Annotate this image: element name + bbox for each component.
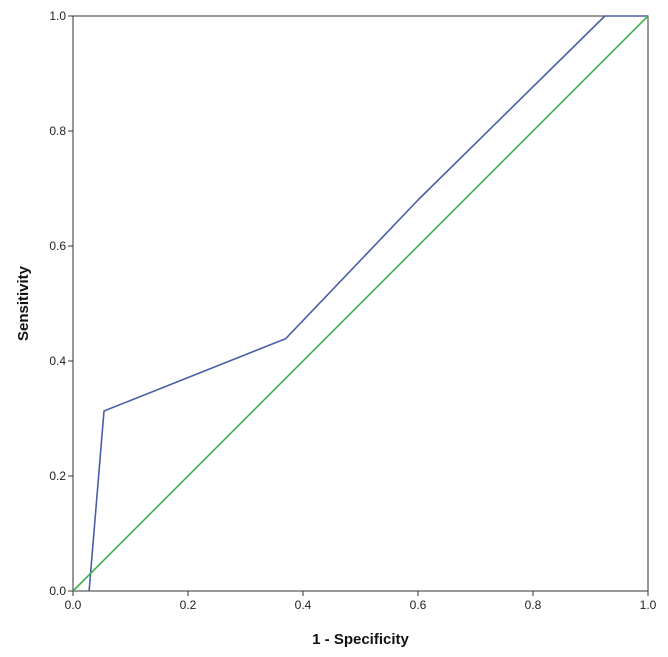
series-layer [72,15,649,592]
series-line-1 [88,15,648,592]
x-axis-ticks: 0.0 0.2 0.4 0.6 0.8 1.0 [65,591,657,612]
x-tick-label: 0.0 [65,598,82,612]
x-tick-label: 0.8 [525,598,542,612]
y-tick-label: 0.2 [49,469,66,483]
x-tick-label: 1.0 [640,598,657,612]
y-axis-ticks: 0.0 0.2 0.4 0.6 0.8 1.0 [49,9,73,598]
plot-area [72,15,649,592]
y-tick-label: 0.4 [49,354,66,368]
series-line-2 [72,15,649,592]
y-axis-title: Sensitivity [15,265,32,341]
y-tick-label: 0.6 [49,239,66,253]
x-tick-label: 0.4 [295,598,312,612]
x-axis-title: 1 - Specificity [312,631,409,648]
x-tick-label: 0.2 [180,598,197,612]
x-tick-label: 0.6 [410,598,427,612]
y-tick-label: 0.8 [49,124,66,138]
y-tick-label: 0.0 [49,584,66,598]
y-tick-label: 1.0 [49,9,66,23]
